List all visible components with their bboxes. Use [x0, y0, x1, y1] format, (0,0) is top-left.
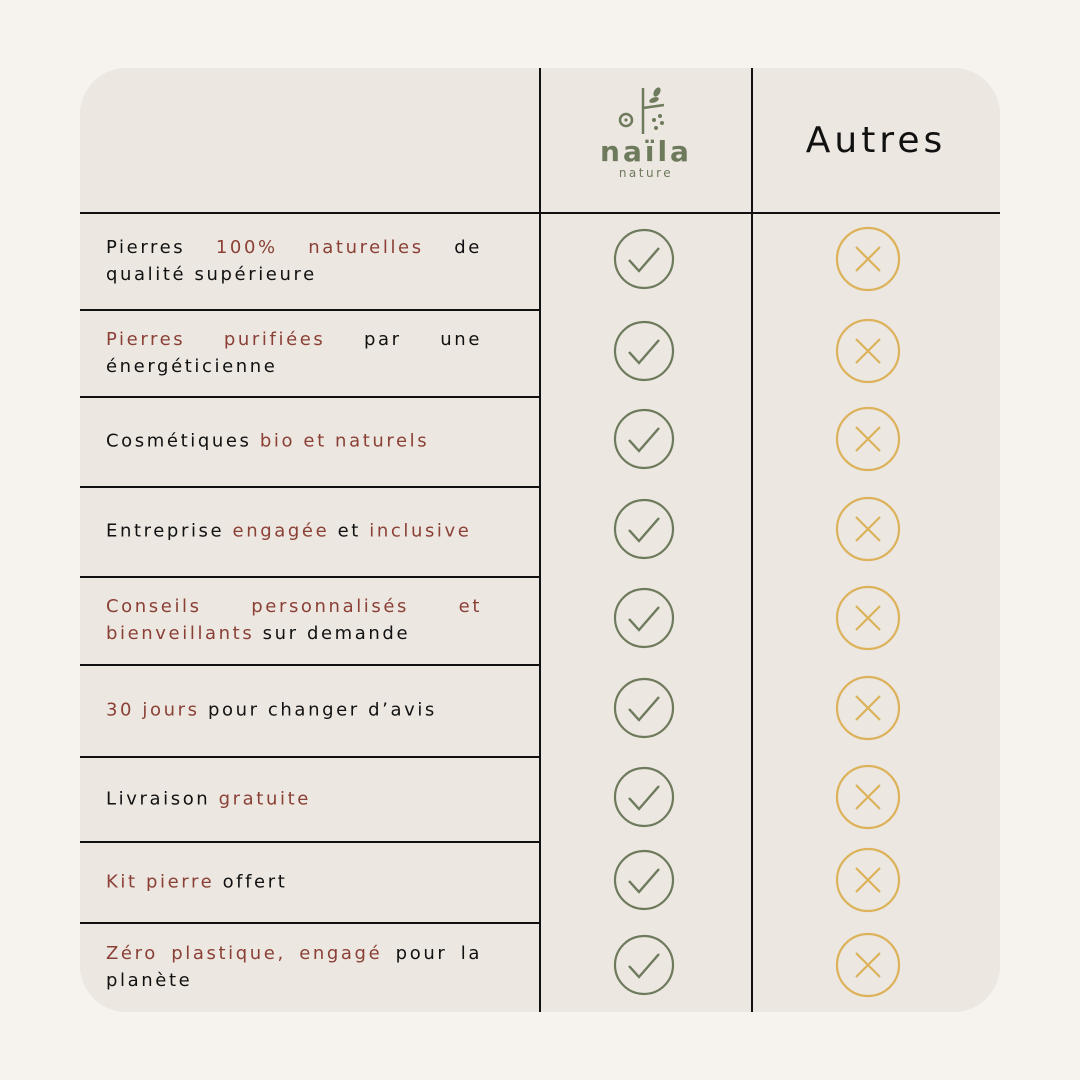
feature-text: pour la planète	[106, 943, 482, 991]
check-icon	[613, 320, 675, 386]
highlighted-text: bio et naturels	[259, 430, 430, 452]
table-row: Livraison gratuite	[80, 756, 1000, 841]
feature-label: Pierres purifiées par une énergéticienne	[106, 326, 482, 380]
highlighted-text: engagée	[232, 520, 330, 542]
comparison-table: naïla nature Autres Pierres 100% naturel…	[80, 68, 1000, 1012]
check-icon	[613, 408, 675, 474]
feature-text: sur demande	[254, 623, 411, 644]
feature-label: Livraison gratuite	[106, 785, 482, 812]
check-icon	[613, 766, 675, 832]
cross-icon	[835, 318, 901, 388]
row-divider	[80, 486, 540, 488]
highlighted-text: Conseils personnalisés et bienveillants	[106, 596, 482, 644]
cross-icon	[835, 675, 901, 745]
highlighted-text: 30 jours	[106, 699, 200, 721]
column-divider	[751, 68, 753, 1012]
row-divider	[80, 841, 540, 843]
feature-text: Livraison	[106, 788, 219, 809]
others-column-header: Autres	[805, 120, 947, 161]
highlighted-text: Kit pierre	[106, 871, 215, 892]
feature-text: offert	[214, 871, 288, 892]
cross-icon	[835, 764, 901, 834]
feature-label: Entreprise engagée et inclusive	[106, 518, 482, 545]
check-icon	[613, 849, 675, 915]
row-divider	[80, 922, 540, 924]
check-icon	[613, 677, 675, 743]
table-row: Pierres 100% naturelles de qualité supér…	[80, 213, 1000, 309]
feature-text: Cosmétiques	[106, 430, 260, 452]
row-divider	[80, 756, 540, 758]
feature-text: Entreprise	[106, 520, 233, 542]
table-row: Kit pierre offert	[80, 841, 1000, 922]
cross-icon	[835, 585, 901, 655]
header-divider	[80, 212, 1000, 214]
tree-logo-icon	[618, 87, 665, 134]
table-row: Pierres purifiées par une énergéticienne	[80, 309, 1000, 396]
feature-label: Conseils personnalisés et bienveillants …	[106, 593, 482, 647]
check-icon	[613, 498, 675, 564]
feature-text: de qualité supérieure	[106, 237, 482, 285]
table-row: Zéro plastique, engagé pour la planète	[80, 922, 1000, 1012]
row-divider	[80, 309, 540, 311]
feature-label: Zéro plastique, engagé pour la planète	[106, 940, 482, 994]
feature-label: Pierres 100% naturelles de qualité supér…	[106, 234, 482, 288]
cross-icon	[835, 847, 901, 917]
highlighted-text: inclusive	[369, 520, 472, 542]
highlighted-text: Zéro plastique, engagé	[106, 943, 383, 964]
check-icon	[613, 587, 675, 653]
row-divider	[80, 576, 540, 578]
row-divider	[80, 396, 540, 398]
cross-icon	[835, 406, 901, 476]
highlighted-text: gratuite	[218, 788, 311, 809]
cross-icon	[835, 932, 901, 1002]
cross-icon	[835, 226, 901, 296]
row-divider	[80, 664, 540, 666]
table-row: Cosmétiques bio et naturels	[80, 396, 1000, 486]
check-icon	[613, 934, 675, 1000]
cross-icon	[835, 496, 901, 566]
table-row: 30 jours pour changer d’avis	[80, 664, 1000, 756]
naila-logo: naïla nature	[540, 86, 752, 180]
feature-text: par une énergéticienne	[106, 328, 482, 377]
table-row: Entreprise engagée et inclusive	[80, 486, 1000, 576]
feature-label: Kit pierre offert	[106, 868, 482, 895]
brand-sub: nature	[618, 166, 674, 180]
feature-label: Cosmétiques bio et naturels	[106, 428, 482, 455]
feature-text: pour changer d’avis	[199, 699, 437, 721]
feature-text: et	[329, 520, 370, 542]
check-icon	[613, 228, 675, 294]
brand-name: naïla	[600, 135, 692, 168]
feature-text: Pierres	[106, 237, 216, 258]
highlighted-text: Pierres purifiées	[106, 328, 326, 350]
table-row: Conseils personnalisés et bienveillants …	[80, 576, 1000, 664]
highlighted-text: 100% naturelles	[215, 237, 424, 258]
feature-label: 30 jours pour changer d’avis	[106, 697, 482, 724]
column-divider	[539, 68, 541, 1012]
